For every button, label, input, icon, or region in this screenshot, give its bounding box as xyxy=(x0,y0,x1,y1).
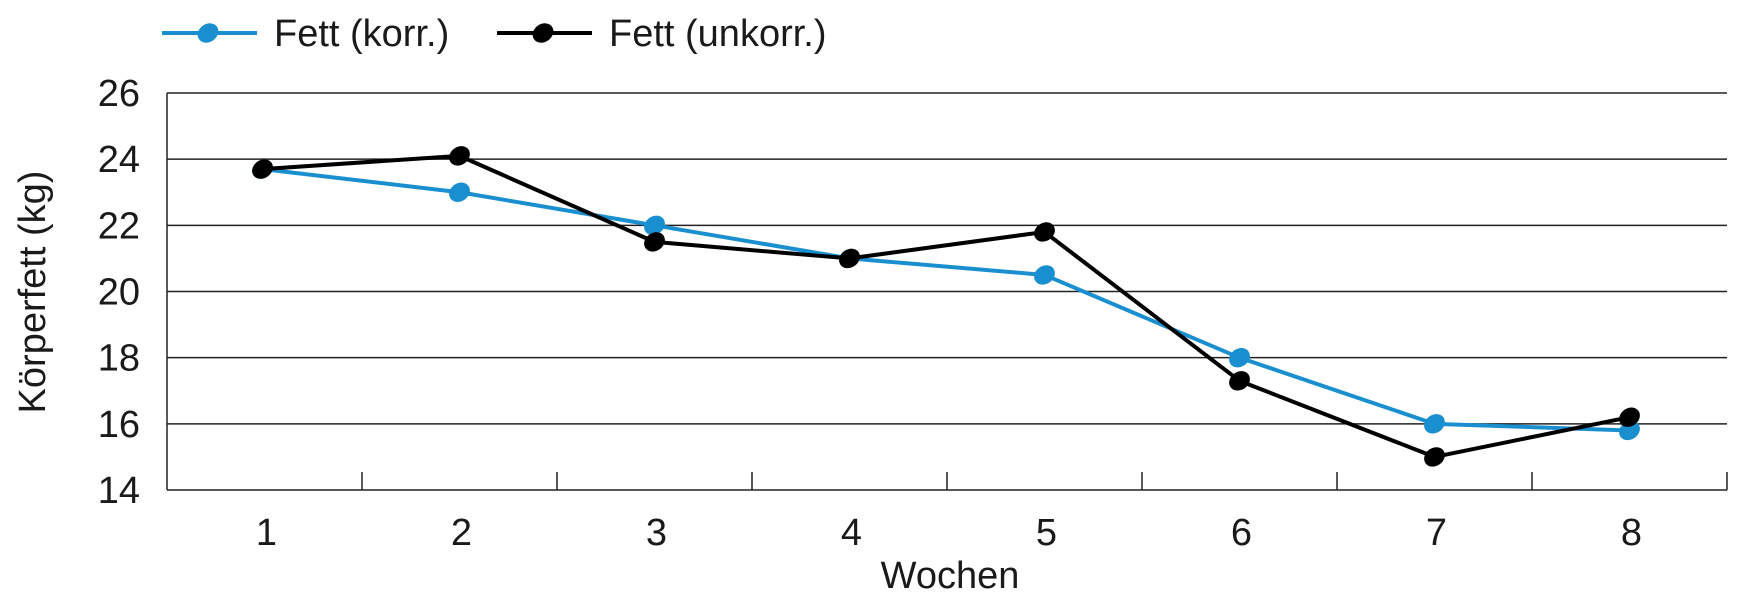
series-line xyxy=(262,153,1630,459)
x-tick-label: 2 xyxy=(451,512,472,554)
data-point xyxy=(1034,265,1055,285)
x-tick-label: 6 xyxy=(1231,512,1252,554)
legend-item: Fett (korr.) xyxy=(162,13,449,55)
x-tick-label: 4 xyxy=(841,512,862,554)
legend-item: Fett (unkorr.) xyxy=(497,13,827,55)
data-point xyxy=(1424,447,1445,467)
x-tick-label: 8 xyxy=(1621,512,1642,554)
data-point xyxy=(1619,407,1640,427)
y-tick-labels: 14 16 18 20 22 24 26 xyxy=(98,73,140,512)
series-fett-unkorr xyxy=(252,146,1640,467)
x-tick-labels: 1 2 3 4 5 6 7 8 xyxy=(256,512,1642,554)
y-tick-label: 24 xyxy=(98,139,140,181)
data-point xyxy=(252,159,273,179)
data-point xyxy=(1229,371,1250,391)
x-tick-label: 3 xyxy=(646,512,667,554)
x-axis-title: Wochen xyxy=(881,555,1020,597)
series-group xyxy=(252,146,1640,467)
legend-marker xyxy=(197,23,219,43)
axes xyxy=(166,93,1728,491)
data-point xyxy=(1229,347,1250,368)
y-tick-label: 26 xyxy=(98,73,140,115)
x-tick-label: 7 xyxy=(1426,512,1447,554)
gridlines xyxy=(167,92,1727,425)
data-point xyxy=(1424,414,1445,434)
y-tick-label: 16 xyxy=(98,404,140,446)
legend-label: Fett (unkorr.) xyxy=(609,13,827,55)
data-point xyxy=(1034,222,1055,242)
y-axis-title: Körperfett (kg) xyxy=(12,171,54,414)
x-tick-label: 1 xyxy=(256,512,277,554)
legend: Fett (korr.) Fett (unkorr.) xyxy=(162,13,827,55)
y-tick-label: 18 xyxy=(98,338,140,380)
y-tick-label: 14 xyxy=(98,470,140,512)
legend-marker xyxy=(532,23,554,43)
data-point xyxy=(839,248,860,269)
y-tick-label: 22 xyxy=(98,205,140,247)
series-line xyxy=(262,167,1630,433)
x-tick-label: 5 xyxy=(1036,512,1057,554)
y-tick-label: 20 xyxy=(98,272,140,314)
legend-label: Fett (korr.) xyxy=(274,13,449,55)
data-point xyxy=(644,232,665,252)
data-point xyxy=(449,182,470,202)
data-point xyxy=(449,146,470,166)
series-fett-korr xyxy=(252,159,1640,441)
data-point xyxy=(644,215,665,236)
